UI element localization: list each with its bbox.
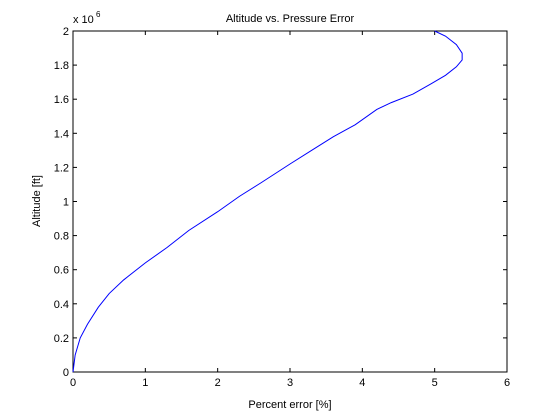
x-tick-label: 5 — [432, 377, 438, 389]
y-tick-label: 1.8 — [54, 60, 69, 72]
y-tick-label: 0.8 — [54, 231, 69, 243]
x-tick-label: 0 — [70, 377, 76, 389]
x-axis-label: Percent error [%] — [248, 399, 331, 411]
y-tick-label: 1.4 — [54, 128, 69, 140]
y-tick-label: 0.4 — [54, 299, 69, 311]
y-tick-label: 0.6 — [54, 265, 69, 277]
y-tick-label: 0.2 — [54, 333, 69, 345]
axis-ticks — [72, 30, 508, 373]
y-tick-label: 1.2 — [54, 162, 69, 174]
y-axis-multiplier: x 10 — [73, 14, 94, 26]
y-tick-label: 1.6 — [54, 94, 69, 106]
x-tick-label: 1 — [142, 377, 148, 389]
y-tick-label: 0 — [63, 367, 69, 379]
x-tick-label: 6 — [504, 377, 510, 389]
x-tick-label: 3 — [287, 377, 293, 389]
series-line — [72, 30, 463, 373]
y-tick-label: 2 — [63, 26, 69, 38]
tick-labels: 0 1 2 3 4 5 6 0 0.2 0.4 0.6 0.8 1 1.2 1.4 1.6 1.8 2 — [54, 26, 510, 389]
plot-area — [72, 30, 508, 373]
chart-title: Altitude vs. Pressure Error — [226, 13, 355, 25]
x-tick-label: 4 — [359, 377, 365, 389]
y-axis-label: Altitude [ft] — [31, 175, 43, 227]
x-tick-label: 2 — [215, 377, 221, 389]
y-tick-label: 1 — [63, 197, 69, 209]
y-axis-multiplier-exponent: 6 — [96, 10, 101, 19]
